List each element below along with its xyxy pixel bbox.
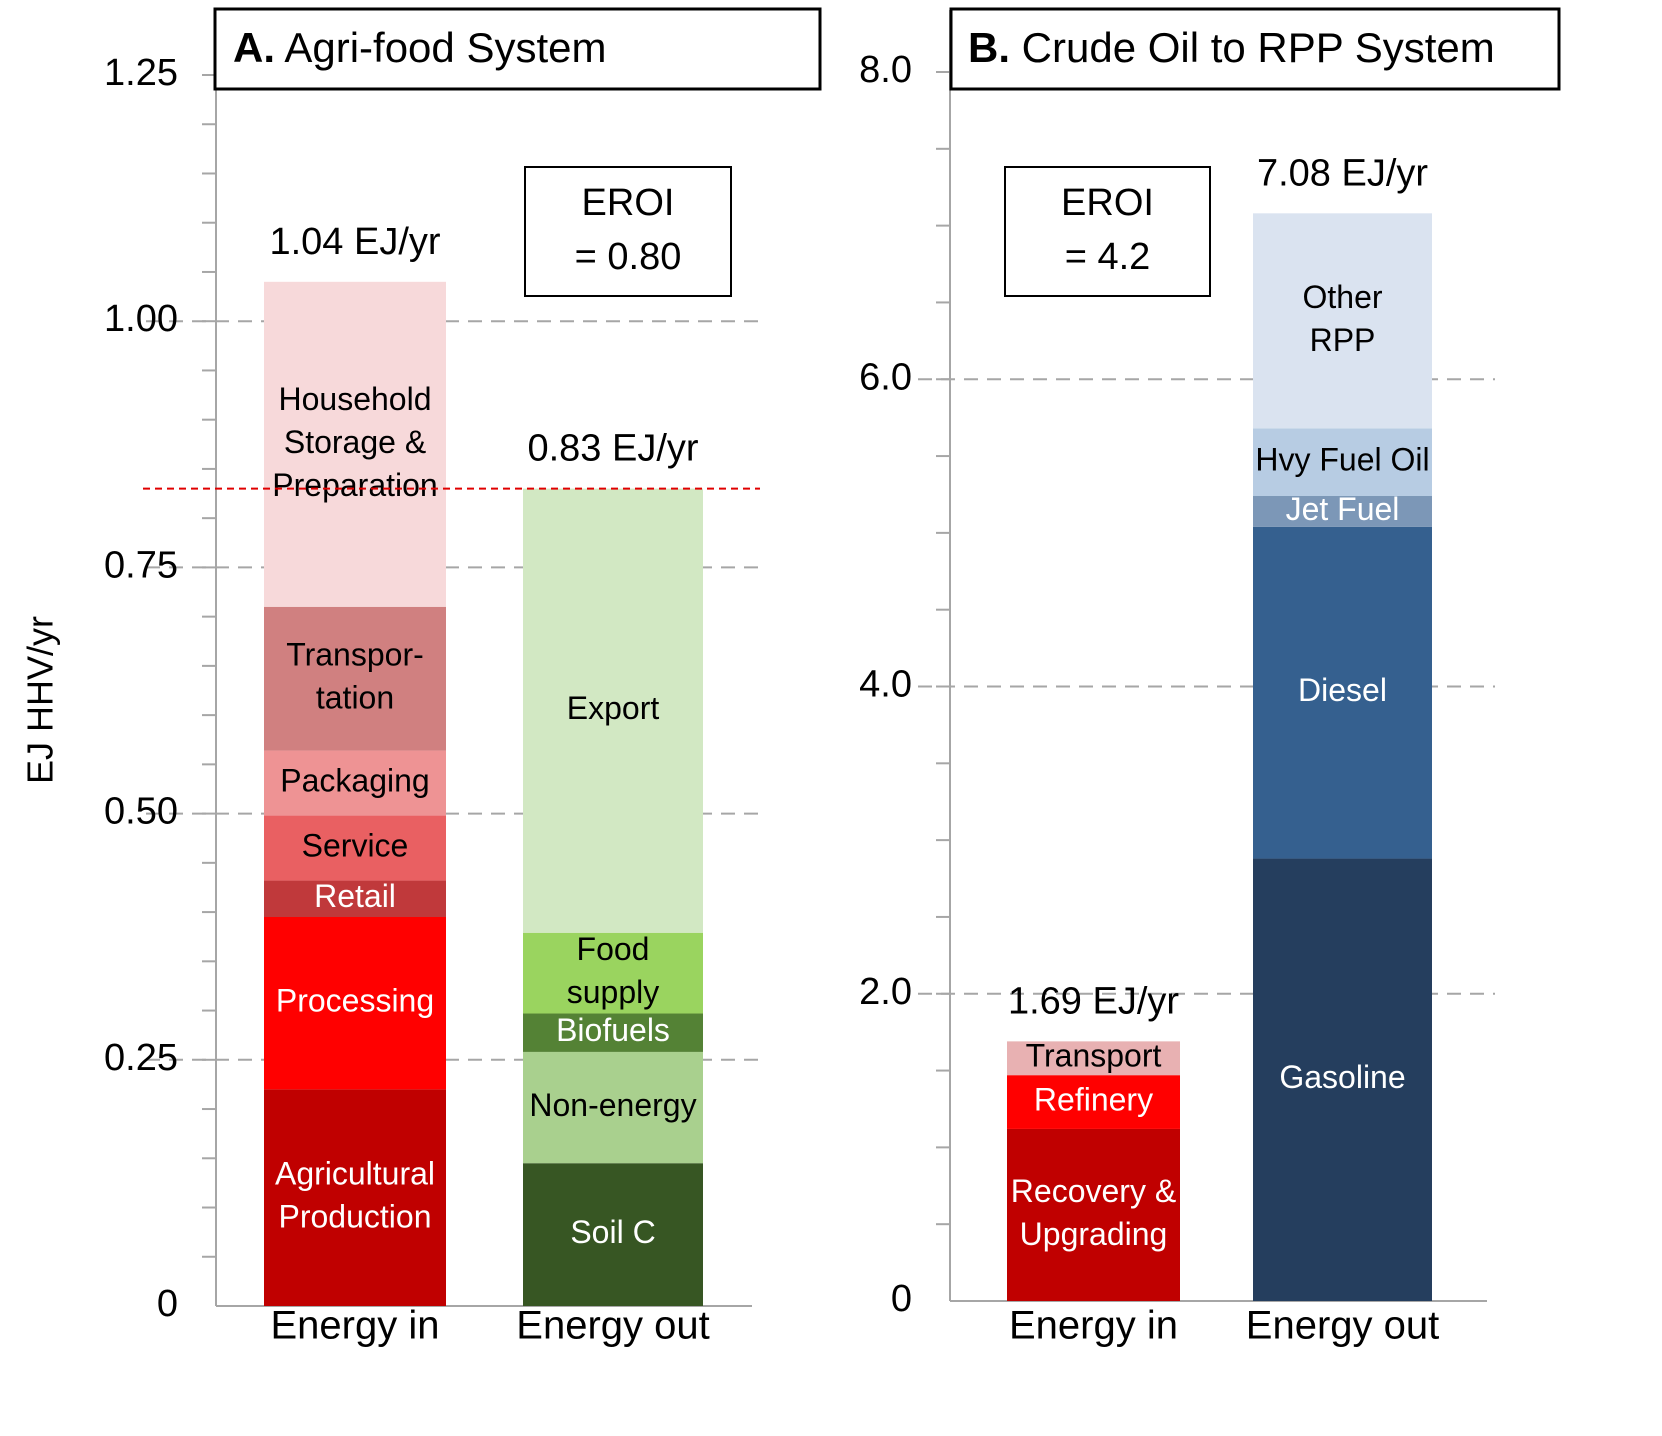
x-category-label: Energy out [516,1304,709,1348]
bar-total-label: 0.83 EJ/yr [527,428,698,470]
eroi-value: = 0.80 [575,236,682,278]
segment-label: Preparation [272,467,437,503]
bar-segment [264,1089,446,1306]
segment-label: Food [577,931,650,967]
panel-letter: B. [968,24,1010,71]
bar-segment [1007,1075,1180,1129]
segment-label: Storage & [284,424,426,460]
y-tick-label: 1.00 [104,298,178,340]
bar-segment [264,917,446,1090]
y-tick-label: 2.0 [859,971,912,1013]
segment-label: Other [1302,279,1382,315]
bar-segment [523,1051,703,1164]
x-category-label: Energy in [271,1304,440,1348]
y-tick-label: 0.50 [104,791,178,833]
segment-label: Refinery [1034,1082,1153,1118]
bar-segment [264,750,446,816]
segment-label: Recovery & [1011,1173,1176,1209]
segment-label: Gasoline [1279,1059,1405,1095]
bar-segment [264,606,446,751]
segment-label: Export [567,690,660,726]
x-category-label: Energy out [1246,1304,1439,1348]
segment-label: Packaging [280,763,429,799]
bar-segment [523,932,703,1014]
panel-title-text: Crude Oil to RPP System [1010,24,1495,71]
eroi-box [524,166,732,297]
y-tick-label: 0.75 [104,544,178,586]
panel-title-box [213,7,822,91]
segment-label: Processing [276,983,434,1019]
eroi-box [1004,166,1211,297]
segment-label: Diesel [1298,672,1387,708]
segment-label: Jet Fuel [1286,491,1400,527]
bar-segment [1253,526,1432,859]
panel-title-text: Agri-food System [275,24,606,71]
segment-label: Retail [314,878,396,914]
bar-segment [523,1013,703,1052]
bar-segment [1253,213,1432,429]
y-tick-label: 8.0 [859,49,912,91]
segment-label: RPP [1310,322,1376,358]
segment-label: Household [279,381,432,417]
bar-segment [1007,1041,1180,1076]
segment-label: Agricultural [275,1156,435,1192]
panel-title: A. Agri-food System [233,24,606,71]
panel-letter: A. [233,24,275,71]
segment-label: Service [302,828,409,864]
y-tick-label: 4.0 [859,664,912,706]
bar-segment [523,1163,703,1306]
bar-segment [1253,858,1432,1301]
segment-label: Biofuels [556,1012,670,1048]
y-axis-label: EJ HHV/yr [20,616,61,784]
y-tick-label: 0.25 [104,1037,178,1079]
segment-label: Production [279,1199,432,1235]
bar-segment [523,488,703,933]
eroi-label: EROI [582,182,675,224]
segment-label: Hvy Fuel Oil [1255,442,1429,478]
eroi-label: EROI [1061,182,1154,224]
bar-total-label: 7.08 EJ/yr [1257,152,1428,194]
eroi-value: = 4.2 [1065,236,1151,278]
bar-segment [1007,1128,1180,1301]
bar-segment [264,880,446,918]
x-category-label: Energy in [1009,1304,1178,1348]
y-tick-label: 6.0 [859,356,912,398]
bar-segment [264,281,446,607]
segment-label: Upgrading [1020,1216,1168,1252]
bar-segment [1253,428,1432,497]
bar-total-label: 1.69 EJ/yr [1008,980,1179,1022]
segment-label: tation [316,680,394,716]
panel-title-box [949,7,1561,91]
segment-label: Transport [1026,1038,1162,1074]
bar-total-label: 1.04 EJ/yr [269,221,440,263]
bar-segment [264,815,446,881]
y-tick-label: 1.25 [104,52,178,94]
segment-label: Soil C [570,1214,655,1250]
panel-title: B. Crude Oil to RPP System [968,24,1495,71]
y-tick-label: 0 [157,1283,178,1325]
segment-label: Non-energy [529,1087,696,1123]
segment-label: supply [567,974,660,1010]
segment-label: Transpor- [286,637,424,673]
y-tick-label: 0 [891,1278,912,1320]
bar-segment [1253,496,1432,527]
